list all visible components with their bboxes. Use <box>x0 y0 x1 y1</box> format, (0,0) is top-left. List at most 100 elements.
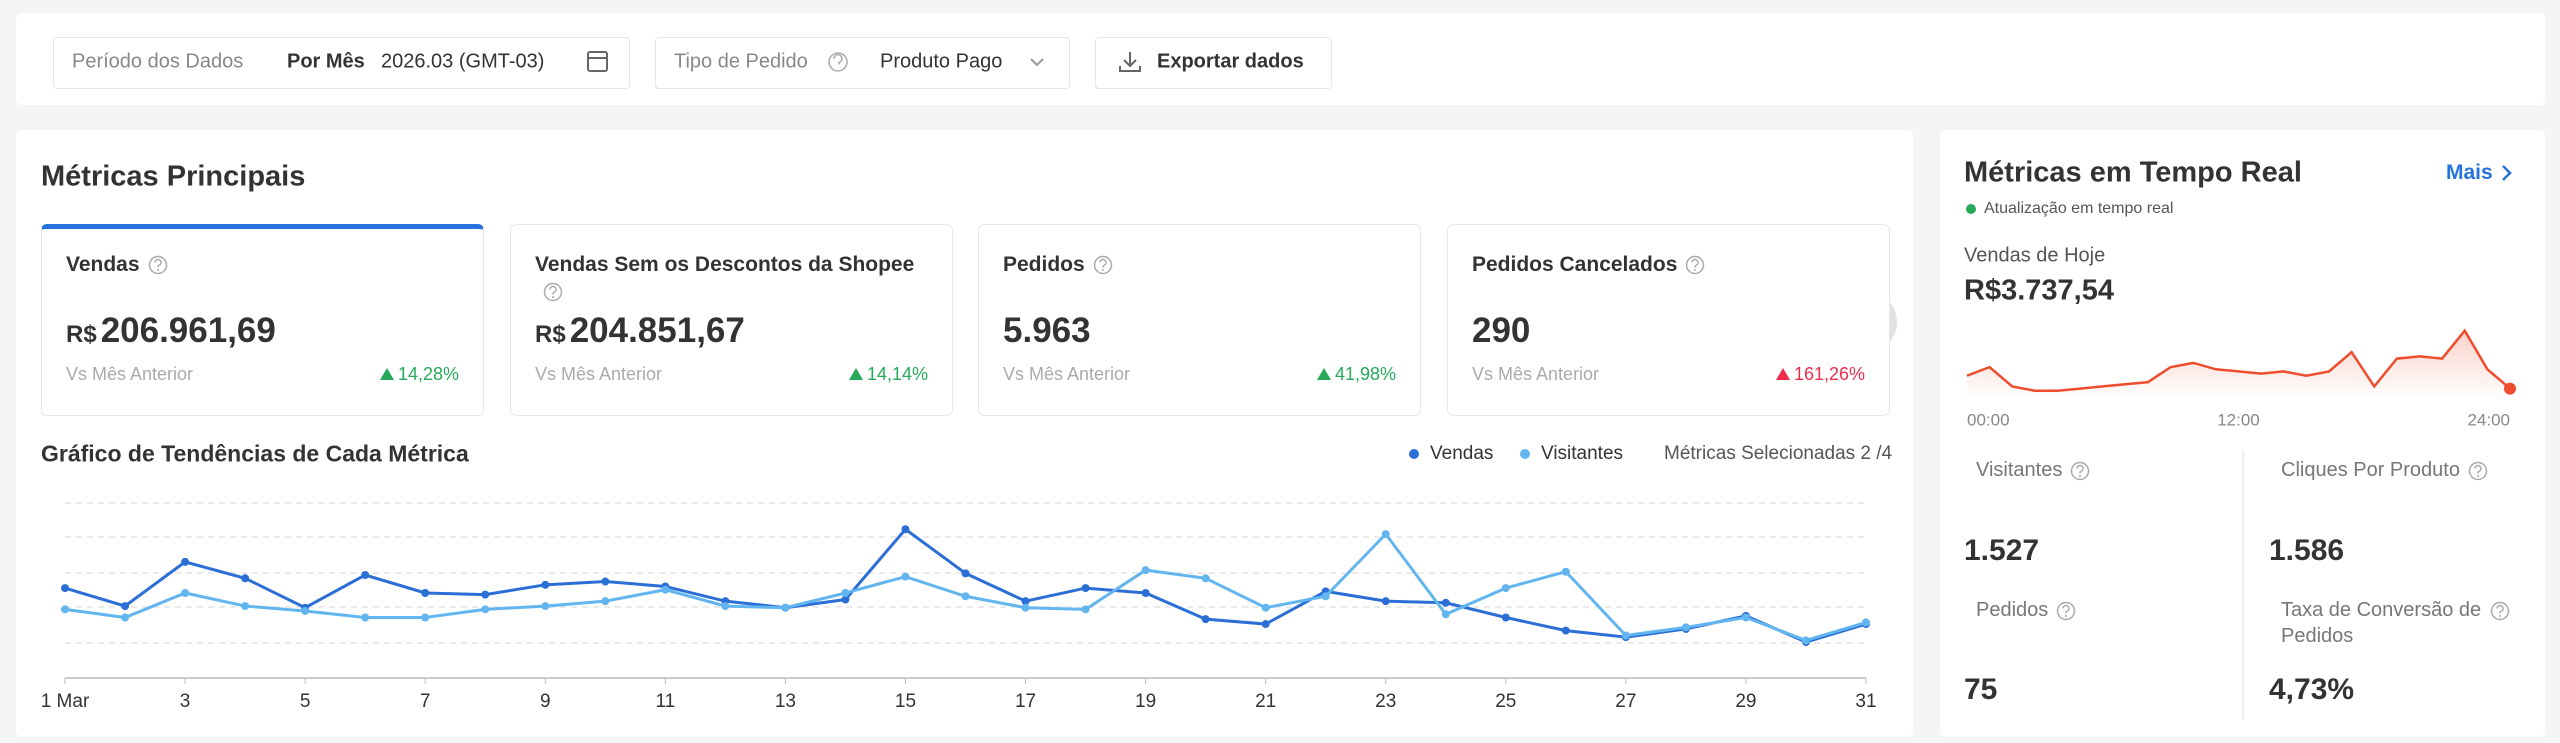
point <box>961 592 970 601</box>
trend-title: Gráfico de Tendências de Cada Métrica <box>41 440 469 467</box>
point <box>1501 613 1510 622</box>
point <box>1261 603 1270 612</box>
last-point <box>2504 382 2516 395</box>
help-icon[interactable] <box>1093 255 1113 275</box>
point <box>121 613 130 622</box>
calendar-icon[interactable] <box>587 51 608 72</box>
x-tick-label: 15 <box>895 691 916 712</box>
card-compare: Vs Mês Anterior <box>535 364 663 384</box>
triangle <box>848 368 863 380</box>
help-glyph <box>2076 464 2085 474</box>
point <box>1201 574 1210 583</box>
help-dot <box>2065 614 2068 617</box>
x-tick-label: 31 <box>1855 691 1876 712</box>
export-button[interactable] <box>1095 37 1332 89</box>
metric-card[interactable]: Vendas Sem os Descontos da Shopee R$ 204.8… <box>510 224 953 416</box>
up-triangle <box>1775 368 1790 380</box>
help-circle <box>2071 461 2090 480</box>
currency: R$ <box>66 321 97 348</box>
change-text: 14,14% <box>866 364 928 384</box>
point <box>1201 615 1210 624</box>
help-circle <box>2057 601 2076 620</box>
point <box>241 574 250 583</box>
x-tick-label: 19 <box>1135 691 1156 712</box>
metric-card[interactable]: Pedidos 5.963 Vs Mês Anterior 41,98% <box>978 224 1421 416</box>
metric-label: Pedidos <box>1976 597 2076 623</box>
value-text: 5.963 <box>1003 311 1091 350</box>
x-tick-label: 11 <box>655 691 675 712</box>
point <box>61 605 69 614</box>
point <box>541 580 550 589</box>
selected-count[interactable]: Métricas Selecionadas 2 /4 <box>1664 443 1893 464</box>
help-icon[interactable] <box>1685 255 1705 275</box>
metric-label: Visitantes <box>1976 457 2090 483</box>
x-tick-label: 25 <box>1495 691 1516 712</box>
card-change: 14,28% <box>379 364 459 385</box>
metric-card[interactable]: Pedidos Cancelados 290 Vs Mês Anterior 161,… <box>1447 224 1890 416</box>
point <box>1621 631 1630 640</box>
point <box>841 595 850 604</box>
point <box>181 588 190 597</box>
point <box>1561 567 1570 576</box>
help-circle <box>1093 256 1112 275</box>
metric-label: Taxa de Conversão de Pedidos <box>2281 597 2501 649</box>
help-glyph <box>833 53 843 65</box>
card-label: Vendas <box>66 251 168 278</box>
x-tick-label: 17 <box>1015 691 1036 712</box>
more-link[interactable]: Mais <box>2446 161 2493 184</box>
realtime-status: Atualização em tempo real <box>1984 200 2174 217</box>
legend-swatch <box>1520 449 1530 459</box>
point <box>601 597 610 606</box>
x-tick-label: 21 <box>1255 691 1276 712</box>
help-icon[interactable] <box>2056 601 2076 621</box>
help-icon[interactable] <box>2070 461 2090 481</box>
today-value: R$3.737,54 <box>1964 274 2114 307</box>
point <box>1501 584 1510 593</box>
help-icon[interactable] <box>543 282 563 302</box>
export-label[interactable]: Exportar dados <box>1157 50 1304 73</box>
order-type-label: Tipo de Pedido <box>674 50 808 73</box>
card-label-text: Pedidos Cancelados <box>1472 253 1678 276</box>
period-label: Período dos Dados <box>72 50 244 73</box>
point <box>1801 636 1810 645</box>
card-change: 14,14% <box>848 364 928 385</box>
help-dot <box>1101 269 1104 272</box>
help-circle <box>2490 601 2510 621</box>
card-value: 290 <box>1472 311 1530 351</box>
card-label-text: Vendas <box>66 253 140 276</box>
help-icon[interactable] <box>2490 601 2510 621</box>
card-compare: Vs Mês Anterior <box>1003 364 1131 384</box>
point <box>421 613 430 622</box>
x-tick-label: 9 <box>540 691 551 712</box>
more-chevron[interactable] <box>2502 165 2512 181</box>
point <box>61 584 69 593</box>
point <box>1021 603 1030 612</box>
point <box>1141 588 1150 597</box>
series-line <box>64 531 1867 642</box>
today-label: Vendas de Hoje <box>1964 244 2106 267</box>
metric-label-text: Visitantes <box>1976 459 2063 481</box>
card-compare: Vs Mês Anterior <box>1472 364 1600 384</box>
download-icon[interactable] <box>1119 52 1141 72</box>
period-value: 2026.03 (GMT-03) <box>381 50 545 73</box>
x-tick-label: 29 <box>1735 691 1756 712</box>
point <box>661 585 670 594</box>
x-tick-label: 27 <box>1615 691 1636 712</box>
card-value: R$ 204.851,67 <box>535 311 745 351</box>
period-filter[interactable] <box>53 37 630 89</box>
help-icon[interactable] <box>148 255 168 275</box>
chevron[interactable] <box>1030 58 1044 67</box>
metric-card[interactable]: Vendas R$ 206.961,69 Vs Mês Anterior 14,28% <box>41 224 484 416</box>
order-type-filter[interactable] <box>655 37 1070 89</box>
help-circle <box>543 283 563 302</box>
help-circle <box>2468 461 2488 480</box>
point <box>1081 584 1090 593</box>
help-glyph <box>2062 604 2071 614</box>
area-fill <box>1967 330 2510 395</box>
point <box>181 557 190 566</box>
point <box>361 571 370 580</box>
x-tick-label: 5 <box>300 691 311 712</box>
currency: R$ <box>535 321 566 348</box>
help-icon[interactable] <box>2468 461 2488 481</box>
